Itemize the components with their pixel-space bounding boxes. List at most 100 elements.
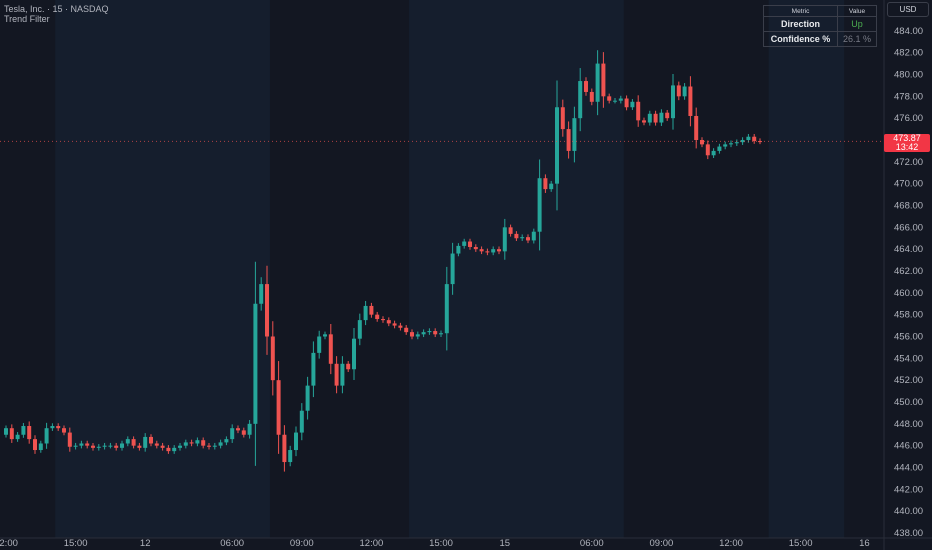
candle-body	[172, 447, 177, 452]
candle-body	[241, 430, 246, 435]
x-tick-label: 12:00	[719, 538, 743, 549]
candle-body	[572, 118, 577, 151]
candle-body	[381, 319, 385, 321]
candle-body	[149, 436, 153, 444]
candle-body	[601, 63, 606, 97]
table-row: Direction Up	[762, 16, 877, 32]
candle-body	[560, 107, 565, 130]
candle-body	[578, 81, 583, 119]
session-band	[768, 0, 845, 538]
confidence-label: Confidence %	[762, 31, 839, 47]
candle-body	[740, 140, 745, 143]
candle-body	[265, 284, 269, 337]
candle-body	[665, 112, 670, 119]
table-col-value: Value	[837, 5, 877, 17]
y-tick-label: 450.00	[894, 397, 923, 408]
candle-body	[450, 253, 455, 285]
last-price-label: 473.87 13:42	[884, 134, 930, 152]
candle-body	[15, 434, 20, 440]
candle-body	[236, 428, 240, 431]
y-tick-label: 452.00	[894, 375, 923, 386]
candle-body	[183, 442, 188, 446]
candle-body	[485, 251, 490, 253]
trend-table: Metric Value Direction Up Confidence % 2…	[762, 5, 877, 47]
candle-body	[276, 380, 281, 435]
candle-body	[91, 445, 95, 448]
candle-body	[682, 86, 687, 97]
candle-body	[636, 101, 641, 121]
candle-body	[502, 227, 507, 252]
y-tick-label: 482.00	[894, 48, 923, 59]
y-tick-label: 462.00	[894, 266, 923, 277]
y-tick-label: 454.00	[894, 353, 923, 364]
candle-body	[508, 227, 513, 234]
candle-body	[340, 363, 345, 386]
y-tick-label: 456.00	[894, 332, 923, 343]
candle-body	[421, 332, 426, 335]
candle-body	[9, 428, 14, 440]
x-tick-label: 15	[500, 538, 511, 549]
candle-body	[647, 113, 652, 123]
y-tick-label: 442.00	[894, 484, 923, 495]
candle-body	[346, 363, 351, 370]
candle-body	[108, 445, 113, 447]
candle-body	[4, 428, 8, 435]
candle-body	[456, 245, 461, 254]
session-band	[55, 0, 270, 538]
candle-body	[102, 445, 107, 447]
candle-body	[62, 428, 66, 433]
candle-body	[398, 325, 403, 328]
candle-body	[711, 150, 716, 156]
table-row: Confidence % 26.1 %	[762, 31, 877, 47]
candle-body	[38, 443, 43, 451]
candle-body	[520, 237, 525, 239]
candle-body	[595, 63, 600, 102]
candle-body	[479, 249, 484, 252]
candle-body	[584, 81, 588, 92]
candle-body	[73, 445, 78, 447]
confidence-value: 26.1 %	[837, 31, 877, 47]
candle-body	[160, 445, 165, 448]
candle-body	[288, 450, 293, 463]
y-tick-label: 466.00	[894, 222, 923, 233]
candle-body	[33, 439, 37, 451]
candle-body	[607, 96, 612, 101]
y-tick-label: 444.00	[894, 463, 923, 474]
x-tick-label: 12:00	[0, 538, 18, 549]
candle-body	[717, 146, 722, 151]
candle-body	[659, 112, 664, 123]
candle-body	[746, 136, 751, 140]
candle-body	[671, 85, 675, 119]
candle-body	[537, 178, 542, 232]
candle-body	[555, 107, 559, 184]
candle-body	[79, 443, 84, 446]
candle-body	[410, 332, 414, 337]
candle-body	[143, 436, 148, 448]
candle-body	[618, 98, 623, 101]
x-tick-label: 06:00	[220, 538, 244, 549]
currency-button[interactable]: USD	[887, 2, 929, 17]
candle-body	[705, 144, 710, 156]
direction-value: Up	[837, 16, 877, 32]
candle-body	[323, 334, 327, 337]
candle-body	[624, 98, 629, 108]
candle-body	[125, 439, 130, 444]
candle-body	[311, 352, 316, 386]
indicator-name[interactable]: Trend Filter	[4, 14, 50, 24]
candle-body	[259, 284, 264, 304]
y-tick-label: 464.00	[894, 244, 923, 255]
candle-body	[752, 136, 757, 142]
y-tick-label: 440.00	[894, 506, 923, 517]
x-tick-label: 15:00	[64, 538, 88, 549]
candle-body	[21, 426, 26, 435]
candle-body	[433, 331, 438, 335]
candle-body	[462, 241, 467, 246]
candle-body	[317, 336, 322, 353]
candle-body	[27, 426, 32, 440]
candle-body	[653, 113, 658, 123]
candle-body	[131, 439, 136, 446]
candle-body	[166, 447, 171, 452]
x-tick-label: 09:00	[290, 538, 314, 549]
